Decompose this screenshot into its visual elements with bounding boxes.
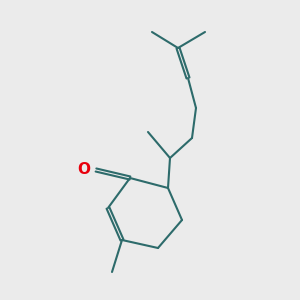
- Text: O: O: [78, 163, 91, 178]
